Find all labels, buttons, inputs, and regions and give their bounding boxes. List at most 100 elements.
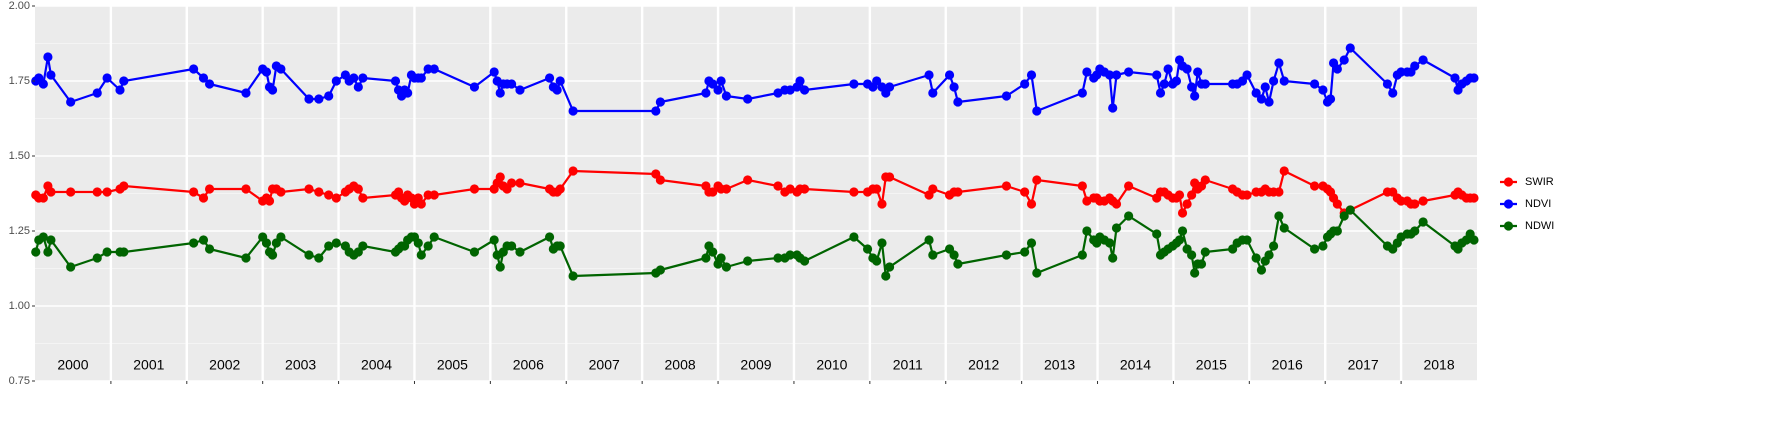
- data-point: [552, 85, 562, 95]
- data-point: [1332, 199, 1342, 209]
- data-point: [1032, 175, 1042, 185]
- data-point: [1242, 70, 1252, 80]
- data-point: [38, 79, 48, 89]
- data-point: [655, 175, 665, 185]
- data-point: [1418, 217, 1428, 227]
- data-point: [204, 184, 215, 194]
- data-point: [1032, 106, 1042, 116]
- year-label: 2000: [57, 357, 88, 373]
- data-point: [1026, 70, 1037, 80]
- data-point: [1256, 265, 1267, 275]
- data-point: [1196, 259, 1207, 269]
- data-point: [92, 88, 102, 98]
- data-point: [849, 187, 859, 197]
- year-label: 2018: [1423, 357, 1454, 373]
- data-point: [924, 235, 934, 245]
- data-point: [507, 79, 517, 89]
- data-point: [1251, 253, 1261, 263]
- data-point: [429, 190, 439, 200]
- data-point: [416, 250, 426, 260]
- data-point: [102, 247, 112, 257]
- data-point: [189, 64, 199, 74]
- data-point: [949, 250, 959, 260]
- data-point: [1032, 268, 1042, 278]
- data-point: [1187, 190, 1197, 200]
- data-point: [884, 82, 895, 92]
- data-point: [416, 73, 426, 83]
- data-point: [1124, 211, 1134, 221]
- data-point: [1450, 73, 1460, 83]
- y-tick-label: 1.75: [9, 75, 30, 87]
- data-point: [1332, 226, 1342, 236]
- year-label: 2015: [1196, 357, 1227, 373]
- data-point: [358, 73, 368, 83]
- marks: [31, 43, 1479, 281]
- data-point: [1269, 241, 1279, 251]
- year-label: 2017: [1348, 357, 1379, 373]
- data-point: [651, 106, 661, 116]
- data-point: [423, 241, 433, 251]
- data-point: [358, 241, 368, 251]
- data-point: [953, 259, 963, 269]
- data-point: [1174, 235, 1185, 245]
- data-point: [429, 64, 439, 74]
- data-point: [1082, 67, 1092, 77]
- data-point: [568, 166, 578, 176]
- data-point: [515, 85, 525, 95]
- data-point: [884, 262, 895, 272]
- data-point: [1200, 247, 1210, 257]
- data-point: [469, 247, 480, 257]
- data-point: [1124, 67, 1134, 77]
- data-point: [46, 187, 56, 197]
- data-point: [1274, 211, 1284, 221]
- data-point: [349, 73, 359, 83]
- data-point: [1155, 88, 1166, 98]
- data-point: [953, 97, 963, 107]
- data-point: [1020, 187, 1030, 197]
- data-point: [189, 187, 199, 197]
- data-point: [1318, 85, 1328, 95]
- data-point: [276, 232, 286, 242]
- data-point: [66, 97, 76, 107]
- data-point: [795, 76, 805, 86]
- data-point: [555, 76, 565, 86]
- year-label: 2005: [437, 357, 468, 373]
- data-point: [1345, 205, 1355, 215]
- data-point: [46, 70, 56, 80]
- year-label: 2012: [968, 357, 999, 373]
- data-point: [1339, 55, 1349, 65]
- data-point: [785, 250, 795, 260]
- data-point: [701, 253, 711, 263]
- data-point: [655, 97, 665, 107]
- data-point: [799, 85, 810, 95]
- data-point: [872, 76, 882, 86]
- data-point: [1264, 250, 1274, 260]
- year-label: 2001: [133, 357, 164, 373]
- data-point: [544, 232, 555, 242]
- data-point: [495, 88, 505, 98]
- data-point: [953, 187, 963, 197]
- legend-key-point: [1503, 177, 1514, 187]
- data-point: [1469, 235, 1479, 245]
- data-point: [1111, 223, 1122, 233]
- data-point: [1105, 70, 1115, 80]
- data-point: [799, 256, 810, 266]
- year-label: 2004: [361, 357, 392, 373]
- data-point: [1200, 79, 1210, 89]
- data-point: [314, 253, 324, 263]
- data-point: [1187, 82, 1197, 92]
- data-point: [515, 178, 525, 188]
- data-point: [314, 187, 324, 197]
- data-point: [701, 88, 711, 98]
- data-point: [799, 184, 810, 194]
- data-point: [469, 184, 480, 194]
- y-tick-label: 1.25: [9, 225, 30, 237]
- data-point: [507, 241, 517, 251]
- legend-key-point: [1503, 199, 1514, 209]
- data-point: [267, 250, 278, 260]
- data-point: [655, 265, 665, 275]
- data-point: [1105, 238, 1115, 248]
- data-point: [189, 238, 199, 248]
- data-point: [495, 172, 505, 182]
- data-point: [276, 64, 286, 74]
